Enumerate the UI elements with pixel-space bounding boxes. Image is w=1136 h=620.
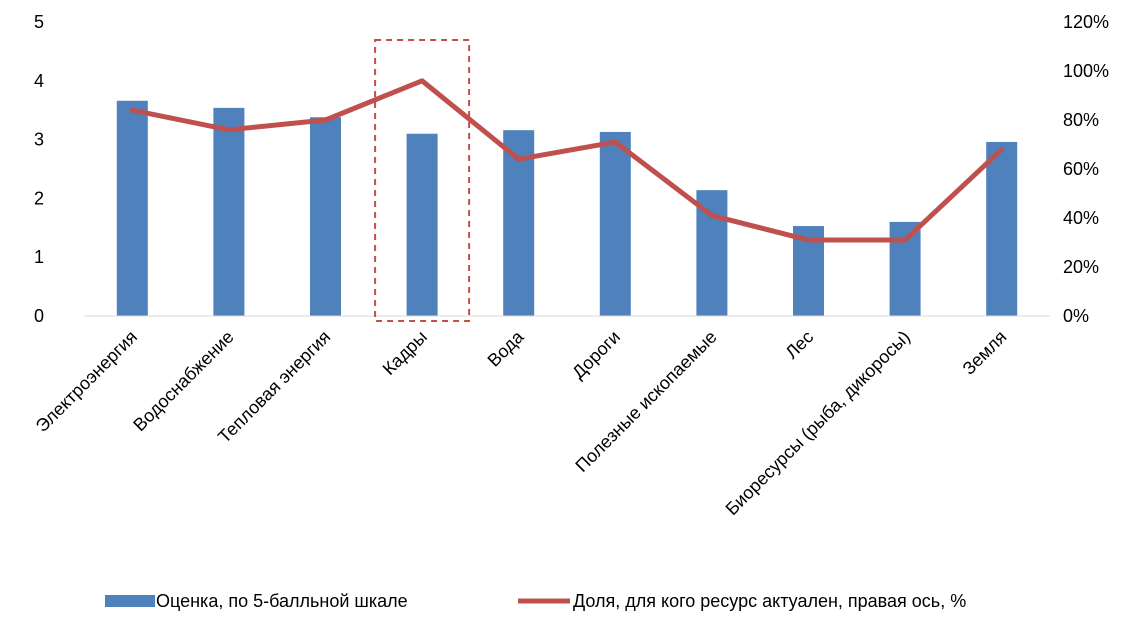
right-tick-label: 60% bbox=[1063, 159, 1099, 179]
category-label: Земля bbox=[959, 327, 1011, 379]
bar-series bbox=[116, 100, 1018, 317]
left-tick-label: 2 bbox=[34, 188, 44, 208]
left-tick-label: 5 bbox=[34, 12, 44, 32]
left-tick-label: 3 bbox=[34, 130, 44, 150]
category-label: Водоснабжение bbox=[129, 327, 237, 435]
right-axis: 0% 20% 40% 60% 80% 100% 120% bbox=[1063, 12, 1109, 326]
line-series bbox=[129, 78, 1005, 243]
bar bbox=[310, 117, 341, 316]
right-tick-label: 120% bbox=[1063, 12, 1109, 32]
bar bbox=[889, 221, 921, 316]
category-label: Вода bbox=[484, 326, 529, 371]
category-label: Кадры bbox=[379, 327, 431, 379]
left-tick-label: 4 bbox=[34, 71, 44, 91]
bar bbox=[696, 190, 728, 316]
bar bbox=[986, 141, 1018, 316]
highlight-box bbox=[374, 39, 471, 322]
category-label: Электроэнергия bbox=[32, 327, 141, 436]
legend-bar-label: Оценка, по 5-балльной шкале bbox=[156, 591, 408, 611]
right-tick-label: 0% bbox=[1063, 306, 1089, 326]
category-label: Дороги bbox=[568, 327, 624, 383]
bar bbox=[213, 107, 245, 317]
right-tick-label: 100% bbox=[1063, 61, 1109, 81]
category-label: Биоресурсы (рыба, дикоросы) bbox=[722, 327, 914, 519]
bar bbox=[599, 131, 631, 316]
right-tick-label: 80% bbox=[1063, 110, 1099, 130]
bar bbox=[406, 133, 438, 316]
right-tick-label: 20% bbox=[1063, 257, 1099, 277]
category-label: Лес bbox=[781, 327, 817, 363]
right-tick-label: 40% bbox=[1063, 208, 1099, 228]
legend: Оценка, по 5-балльной шкале Доля, для ко… bbox=[105, 591, 966, 611]
bar bbox=[116, 100, 148, 317]
left-tick-label: 1 bbox=[34, 247, 44, 267]
left-tick-label: 0 bbox=[34, 306, 44, 326]
left-axis: 0 1 2 3 4 5 bbox=[34, 12, 44, 326]
legend-line-label: Доля, для кого ресурс актуален, правая о… bbox=[573, 591, 966, 611]
legend-bar-swatch bbox=[105, 595, 155, 607]
